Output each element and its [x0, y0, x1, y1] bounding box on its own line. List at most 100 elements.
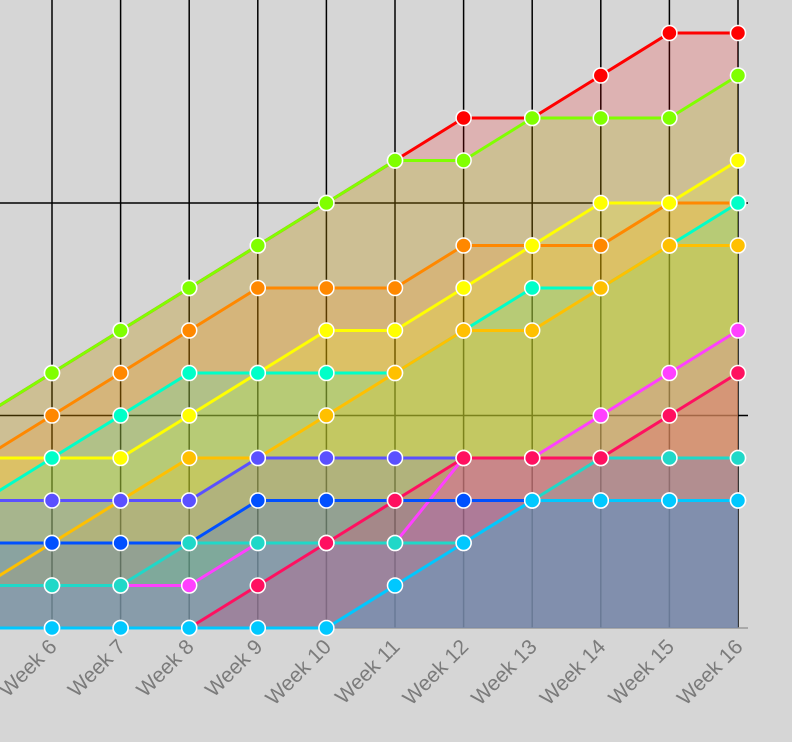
data-point [729, 152, 747, 169]
data-point [729, 492, 747, 509]
series-line [0, 499, 738, 630]
data-point [180, 279, 198, 297]
series-area [0, 330, 738, 628]
data-point [249, 619, 267, 637]
data-point [592, 67, 610, 84]
data-point [386, 152, 404, 169]
data-point [523, 109, 541, 127]
data-point [112, 492, 129, 509]
data-point [180, 364, 198, 382]
data-point [661, 237, 678, 254]
data-point [592, 109, 610, 127]
data-point [318, 449, 335, 467]
data-point [455, 322, 472, 339]
data-point [180, 449, 198, 467]
data-point [180, 492, 198, 509]
data-point [523, 492, 541, 509]
data-point [112, 407, 129, 424]
data-point [661, 407, 678, 424]
data-point [112, 322, 129, 339]
data-point [386, 534, 404, 552]
data-point [592, 449, 610, 467]
x-tick-label: Week 14 [536, 635, 611, 710]
data-point [318, 407, 335, 424]
data-point [318, 322, 335, 339]
series-line [0, 159, 739, 460]
data-point [729, 67, 747, 84]
data-point [180, 534, 198, 552]
data-point [180, 619, 198, 637]
data-point [455, 534, 472, 552]
series-area [0, 160, 738, 628]
series-lines [0, 31, 739, 630]
data-point [249, 577, 267, 594]
series-line [0, 244, 738, 577]
data-point [661, 492, 678, 509]
data-point [592, 407, 610, 424]
data-point [523, 237, 541, 254]
x-tick-label: Week 15 [604, 635, 679, 710]
data-point [43, 534, 61, 552]
series-area [0, 75, 738, 628]
data-point [661, 109, 678, 127]
data-point [455, 449, 472, 467]
series-area [0, 373, 738, 628]
series-line [0, 456, 738, 587]
data-point [180, 577, 198, 594]
x-tick-label: Week 12 [399, 635, 474, 710]
data-point [729, 449, 747, 467]
data-point [318, 619, 335, 637]
data-point [592, 492, 610, 509]
data-point [318, 492, 335, 509]
data-point [523, 279, 541, 297]
data-point [661, 364, 678, 382]
data-point [112, 577, 129, 594]
data-point [249, 364, 267, 382]
data-point [729, 322, 747, 339]
data-point [249, 492, 267, 509]
data-point [249, 534, 267, 552]
data-point [318, 194, 335, 212]
x-tick-label: Week 10 [261, 635, 336, 710]
series-area [0, 500, 738, 628]
data-point [729, 24, 747, 42]
data-point [523, 449, 541, 467]
x-tick-label: Week 7 [64, 635, 130, 701]
data-point [661, 194, 678, 212]
data-point [592, 279, 610, 297]
x-tick-label: Week 9 [201, 635, 267, 701]
data-point [523, 322, 541, 339]
data-point [661, 449, 678, 467]
x-tick-label: Week 16 [673, 635, 748, 710]
x-tick-label: Week 8 [132, 635, 198, 701]
data-point [43, 364, 61, 382]
series-area [0, 500, 738, 628]
data-point [112, 534, 129, 552]
data-point [386, 449, 404, 467]
series-area [0, 203, 738, 628]
data-point [386, 492, 404, 509]
data-point [318, 534, 335, 552]
data-point [592, 194, 610, 212]
data-point [455, 237, 472, 254]
data-point [661, 24, 678, 42]
data-point [43, 492, 61, 509]
data-point [112, 364, 129, 382]
series-line [0, 201, 738, 450]
data-point [318, 364, 335, 382]
data-point [386, 577, 404, 594]
data-point [43, 407, 61, 424]
data-point [592, 237, 610, 254]
data-point [43, 577, 61, 594]
data-point [386, 364, 404, 382]
data-point [455, 152, 472, 169]
data-point [455, 492, 472, 509]
data-point [180, 322, 198, 339]
data-point [249, 279, 267, 297]
data-point [249, 237, 267, 254]
data-point [112, 619, 129, 637]
series-points [43, 24, 747, 637]
x-tick-label: Week 6 [0, 635, 62, 701]
